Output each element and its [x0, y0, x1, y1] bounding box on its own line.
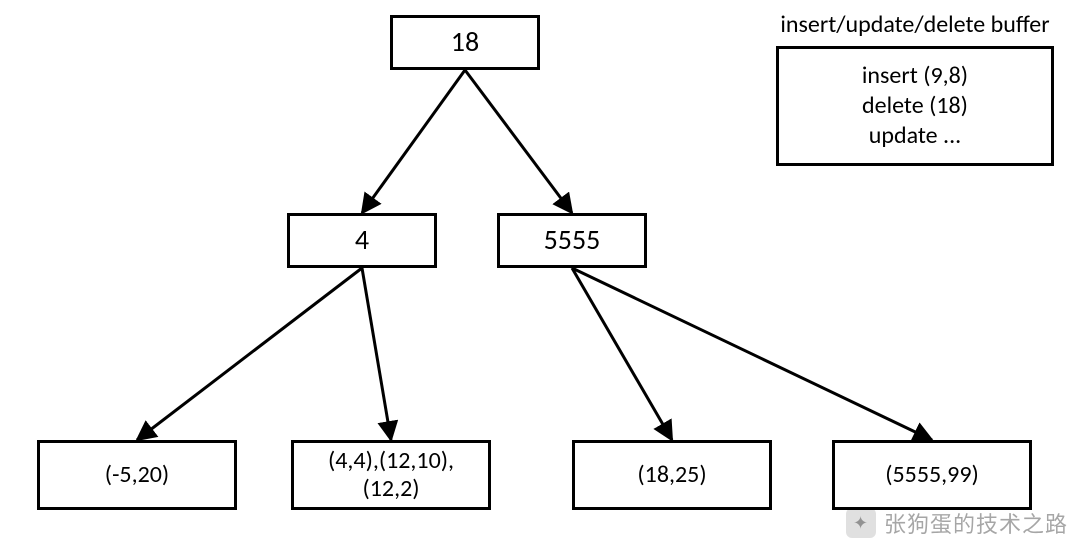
node-label: 4: [355, 224, 369, 256]
node-label: 5555: [544, 224, 601, 256]
tree-leaf-4: (5555,99): [832, 440, 1032, 510]
buffer-title-text: insert/update/delete buffer: [780, 10, 1049, 39]
tree-edge: [137, 268, 362, 440]
tree-edge: [465, 70, 572, 213]
diagram-stage: 18 4 5555 (-5,20) (4,4),(12,10),(12,2) (…: [0, 0, 1080, 547]
tree-edge: [362, 268, 391, 440]
wechat-icon: ✦: [846, 508, 876, 538]
tree-node-4: 4: [287, 213, 437, 268]
tree-edge: [572, 268, 932, 440]
node-label: (-5,20): [105, 461, 169, 489]
watermark: ✦ 张狗蛋的技术之路: [846, 507, 1068, 539]
tree-node-root: 18: [390, 15, 540, 70]
tree-edge: [362, 70, 465, 213]
tree-node-5555: 5555: [497, 213, 647, 268]
node-label: (5555,99): [885, 461, 979, 489]
watermark-text: 张狗蛋的技术之路: [884, 507, 1068, 539]
buffer-line: delete (18): [862, 91, 968, 121]
tree-leaf-2: (4,4),(12,10),(12,2): [291, 440, 491, 510]
node-label: (18,25): [637, 461, 706, 489]
buffer-box: insert (9,8) delete (18) update ...: [776, 46, 1054, 166]
buffer-line: update ...: [869, 121, 961, 151]
buffer-line: insert (9,8): [862, 61, 968, 91]
node-label: 18: [451, 26, 479, 58]
buffer-title: insert/update/delete buffer: [760, 10, 1070, 39]
node-label: (4,4),(12,10),(12,2): [328, 447, 454, 502]
tree-edge: [572, 268, 672, 440]
tree-leaf-3: (18,25): [572, 440, 772, 510]
tree-leaf-1: (-5,20): [37, 440, 237, 510]
